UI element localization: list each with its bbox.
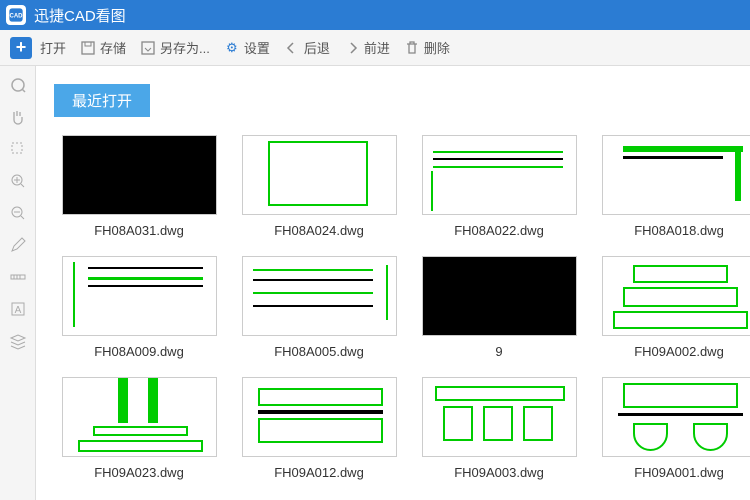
sidebar: A bbox=[0, 66, 36, 500]
app-title: 迅捷CAD看图 bbox=[34, 5, 126, 26]
file-card[interactable]: FH08A024.dwg bbox=[234, 135, 404, 238]
file-thumbnail bbox=[62, 135, 217, 215]
svg-text:CAD: CAD bbox=[10, 14, 24, 20]
file-card[interactable]: FH08A031.dwg bbox=[54, 135, 224, 238]
file-card[interactable]: FH09A001.dwg bbox=[594, 377, 750, 480]
tool-pan[interactable] bbox=[3, 102, 33, 132]
file-thumbnail bbox=[62, 377, 217, 457]
toolbar: + 打开 存储 另存为... ⚙ 设置 后退 前进 删除 bbox=[0, 30, 750, 66]
file-thumbnail bbox=[62, 256, 217, 336]
titlebar: CAD 迅捷CAD看图 bbox=[0, 0, 750, 30]
open-label: 打开 bbox=[40, 38, 66, 57]
file-name: FH08A031.dwg bbox=[94, 223, 184, 238]
svg-text:A: A bbox=[14, 305, 21, 316]
back-button[interactable]: 后退 bbox=[278, 34, 336, 61]
file-name: FH09A001.dwg bbox=[634, 465, 724, 480]
forward-label: 前进 bbox=[364, 38, 390, 57]
file-name: FH08A009.dwg bbox=[94, 344, 184, 359]
trash-icon bbox=[404, 40, 420, 56]
main: A 最近打开 FH08A031.dwg FH08A024.dwg FH08A022.… bbox=[0, 66, 750, 500]
tool-zoomin[interactable] bbox=[3, 166, 33, 196]
file-card[interactable]: FH09A002.dwg bbox=[594, 256, 750, 359]
file-thumbnail bbox=[602, 256, 750, 336]
file-card[interactable]: FH09A023.dwg bbox=[54, 377, 224, 480]
file-card[interactable]: FH09A003.dwg bbox=[414, 377, 584, 480]
tool-layers[interactable] bbox=[3, 326, 33, 356]
back-label: 后退 bbox=[304, 38, 330, 57]
file-card[interactable]: FH08A022.dwg bbox=[414, 135, 584, 238]
saveas-button[interactable]: 另存为... bbox=[134, 34, 216, 61]
file-name: FH08A005.dwg bbox=[274, 344, 364, 359]
back-icon bbox=[284, 40, 300, 56]
save-label: 存储 bbox=[100, 38, 126, 57]
tool-measure[interactable] bbox=[3, 262, 33, 292]
file-thumbnail bbox=[242, 256, 397, 336]
open-button[interactable]: + 打开 bbox=[4, 33, 72, 63]
file-name: FH09A002.dwg bbox=[634, 344, 724, 359]
file-name: 9 bbox=[495, 344, 502, 359]
file-card[interactable]: FH08A018.dwg bbox=[594, 135, 750, 238]
file-name: FH08A022.dwg bbox=[454, 223, 544, 238]
settings-label: 设置 bbox=[244, 38, 270, 57]
forward-icon bbox=[344, 40, 360, 56]
delete-button[interactable]: 删除 bbox=[398, 34, 456, 61]
save-button[interactable]: 存储 bbox=[74, 34, 132, 61]
file-card[interactable]: FH08A009.dwg bbox=[54, 256, 224, 359]
file-thumbnail bbox=[422, 135, 577, 215]
save-icon bbox=[80, 40, 96, 56]
file-card[interactable]: FH08A005.dwg bbox=[234, 256, 404, 359]
file-thumbnail bbox=[602, 135, 750, 215]
saveas-label: 另存为... bbox=[160, 38, 210, 57]
file-grid: FH08A031.dwg FH08A024.dwg FH08A022.dwg FH08… bbox=[54, 135, 750, 480]
file-name: FH09A012.dwg bbox=[274, 465, 364, 480]
tool-edit[interactable] bbox=[3, 230, 33, 260]
file-thumbnail bbox=[422, 377, 577, 457]
content: 最近打开 FH08A031.dwg FH08A024.dwg FH08A022.dw… bbox=[36, 66, 750, 500]
saveas-icon bbox=[140, 40, 156, 56]
app-icon: CAD bbox=[6, 5, 26, 25]
settings-button[interactable]: ⚙ 设置 bbox=[218, 34, 276, 61]
tool-region[interactable] bbox=[3, 134, 33, 164]
file-name: FH08A018.dwg bbox=[634, 223, 724, 238]
file-thumbnail bbox=[242, 135, 397, 215]
tool-zoomout[interactable] bbox=[3, 198, 33, 228]
file-thumbnail bbox=[602, 377, 750, 457]
file-thumbnail bbox=[422, 256, 577, 336]
tool-text[interactable]: A bbox=[3, 294, 33, 324]
recent-tab[interactable]: 最近打开 bbox=[54, 84, 150, 117]
gear-icon: ⚙ bbox=[224, 40, 240, 56]
file-card[interactable]: 9 bbox=[414, 256, 584, 359]
delete-label: 删除 bbox=[424, 38, 450, 57]
tool-select[interactable] bbox=[3, 70, 33, 100]
file-card[interactable]: FH09A012.dwg bbox=[234, 377, 404, 480]
file-name: FH09A003.dwg bbox=[454, 465, 544, 480]
file-name: FH08A024.dwg bbox=[274, 223, 364, 238]
file-thumbnail bbox=[242, 377, 397, 457]
plus-icon: + bbox=[10, 37, 32, 59]
forward-button[interactable]: 前进 bbox=[338, 34, 396, 61]
file-name: FH09A023.dwg bbox=[94, 465, 184, 480]
